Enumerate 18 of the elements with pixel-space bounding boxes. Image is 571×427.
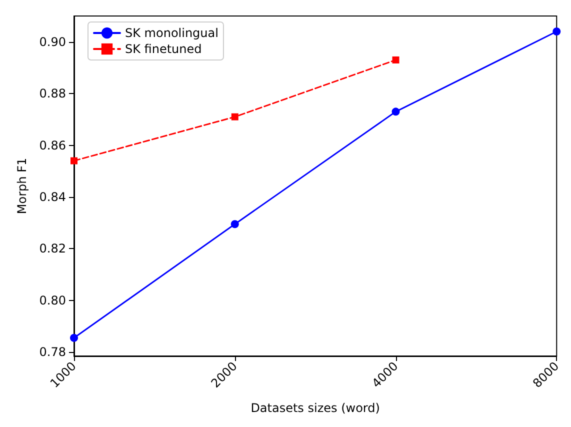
point xyxy=(552,28,561,36)
y-tick-label: 0.80 xyxy=(39,293,66,308)
point xyxy=(231,113,238,120)
point xyxy=(70,157,78,164)
legend-label: SK monolingual xyxy=(125,26,218,40)
point xyxy=(70,334,78,342)
y-axis-title: Morph F1 xyxy=(15,158,29,214)
y-tick-label: 0.78 xyxy=(39,345,66,360)
y-tick-label: 0.82 xyxy=(39,242,66,256)
y-tick-label: 0.88 xyxy=(39,86,66,101)
y-tick-label: 0.90 xyxy=(39,34,66,49)
y-tick-label: 0.86 xyxy=(39,138,66,152)
point xyxy=(230,220,239,228)
point xyxy=(392,56,400,64)
y-tick-label: 0.84 xyxy=(39,190,66,204)
point xyxy=(392,108,400,116)
x-axis-title: Datasets sizes (word) xyxy=(250,401,380,415)
legend-label: SK finetuned xyxy=(125,42,202,56)
